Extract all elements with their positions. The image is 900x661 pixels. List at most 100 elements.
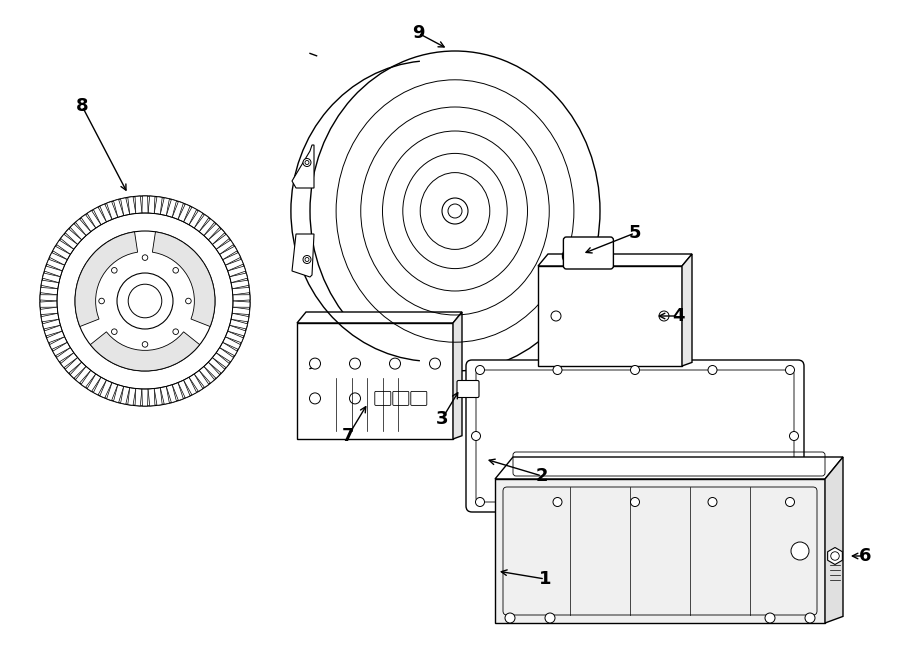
Polygon shape xyxy=(292,234,314,277)
Polygon shape xyxy=(76,366,91,383)
Circle shape xyxy=(112,329,117,334)
Polygon shape xyxy=(142,389,148,406)
Polygon shape xyxy=(53,247,70,260)
Ellipse shape xyxy=(310,51,600,371)
Text: 8: 8 xyxy=(76,97,88,115)
Polygon shape xyxy=(135,389,142,406)
FancyBboxPatch shape xyxy=(457,381,479,397)
Polygon shape xyxy=(40,288,58,295)
Polygon shape xyxy=(172,202,184,219)
Polygon shape xyxy=(228,325,246,336)
Polygon shape xyxy=(166,200,176,217)
Polygon shape xyxy=(106,383,118,401)
Polygon shape xyxy=(65,229,82,245)
Polygon shape xyxy=(90,332,200,371)
FancyBboxPatch shape xyxy=(563,237,614,269)
Circle shape xyxy=(765,613,775,623)
Polygon shape xyxy=(825,457,843,623)
Text: 7: 7 xyxy=(342,427,355,445)
Polygon shape xyxy=(232,288,249,295)
Circle shape xyxy=(786,366,795,375)
Circle shape xyxy=(173,268,178,273)
Circle shape xyxy=(173,329,178,334)
Polygon shape xyxy=(81,215,95,231)
Text: 9: 9 xyxy=(412,24,424,42)
Polygon shape xyxy=(57,348,74,362)
Polygon shape xyxy=(128,387,136,405)
Polygon shape xyxy=(178,380,190,398)
Polygon shape xyxy=(495,479,825,623)
Circle shape xyxy=(553,498,562,506)
Polygon shape xyxy=(220,247,238,260)
Polygon shape xyxy=(81,370,95,387)
Polygon shape xyxy=(40,295,58,301)
Polygon shape xyxy=(230,273,248,283)
Circle shape xyxy=(390,358,400,369)
Polygon shape xyxy=(60,234,77,249)
Circle shape xyxy=(562,247,581,266)
Polygon shape xyxy=(297,323,453,439)
Polygon shape xyxy=(76,219,91,235)
Polygon shape xyxy=(70,223,86,240)
Circle shape xyxy=(708,498,717,506)
Text: 4: 4 xyxy=(671,307,684,325)
Polygon shape xyxy=(225,259,243,271)
Polygon shape xyxy=(75,232,138,327)
Circle shape xyxy=(99,298,104,304)
Polygon shape xyxy=(121,198,130,215)
Polygon shape xyxy=(682,254,692,366)
Circle shape xyxy=(567,251,577,260)
Circle shape xyxy=(545,613,555,623)
Circle shape xyxy=(305,258,309,262)
Polygon shape xyxy=(42,273,60,283)
FancyBboxPatch shape xyxy=(466,360,804,512)
Circle shape xyxy=(805,613,815,623)
Circle shape xyxy=(303,256,311,264)
Polygon shape xyxy=(65,358,82,373)
Circle shape xyxy=(112,268,117,273)
Polygon shape xyxy=(87,374,101,391)
Polygon shape xyxy=(44,325,62,336)
Polygon shape xyxy=(199,366,214,383)
Polygon shape xyxy=(100,380,112,398)
Circle shape xyxy=(475,366,484,375)
Circle shape xyxy=(791,542,809,560)
Polygon shape xyxy=(495,457,843,479)
Polygon shape xyxy=(135,196,142,214)
Circle shape xyxy=(708,366,717,375)
Polygon shape xyxy=(113,200,123,217)
Polygon shape xyxy=(233,301,250,307)
Circle shape xyxy=(472,432,481,440)
Polygon shape xyxy=(47,331,65,343)
Polygon shape xyxy=(204,362,220,378)
Polygon shape xyxy=(194,370,209,387)
Polygon shape xyxy=(148,389,155,406)
Circle shape xyxy=(786,498,795,506)
Polygon shape xyxy=(199,219,214,235)
Polygon shape xyxy=(189,374,202,391)
Polygon shape xyxy=(40,307,58,315)
Polygon shape xyxy=(231,313,248,322)
Text: 3: 3 xyxy=(436,410,448,428)
Circle shape xyxy=(631,498,640,506)
Polygon shape xyxy=(232,307,249,315)
Circle shape xyxy=(142,254,148,260)
Circle shape xyxy=(185,298,191,304)
Circle shape xyxy=(310,358,320,369)
Circle shape xyxy=(475,498,484,506)
Polygon shape xyxy=(41,280,58,289)
Polygon shape xyxy=(166,385,176,403)
Polygon shape xyxy=(204,223,220,240)
Text: 6: 6 xyxy=(859,547,871,565)
Polygon shape xyxy=(94,207,106,225)
Circle shape xyxy=(303,159,311,167)
Polygon shape xyxy=(216,348,233,362)
Polygon shape xyxy=(44,266,62,277)
Text: 5: 5 xyxy=(629,224,641,242)
Circle shape xyxy=(659,311,669,321)
Polygon shape xyxy=(538,266,682,366)
Polygon shape xyxy=(50,253,68,265)
Circle shape xyxy=(505,613,515,623)
Polygon shape xyxy=(160,198,169,215)
Polygon shape xyxy=(154,197,162,214)
